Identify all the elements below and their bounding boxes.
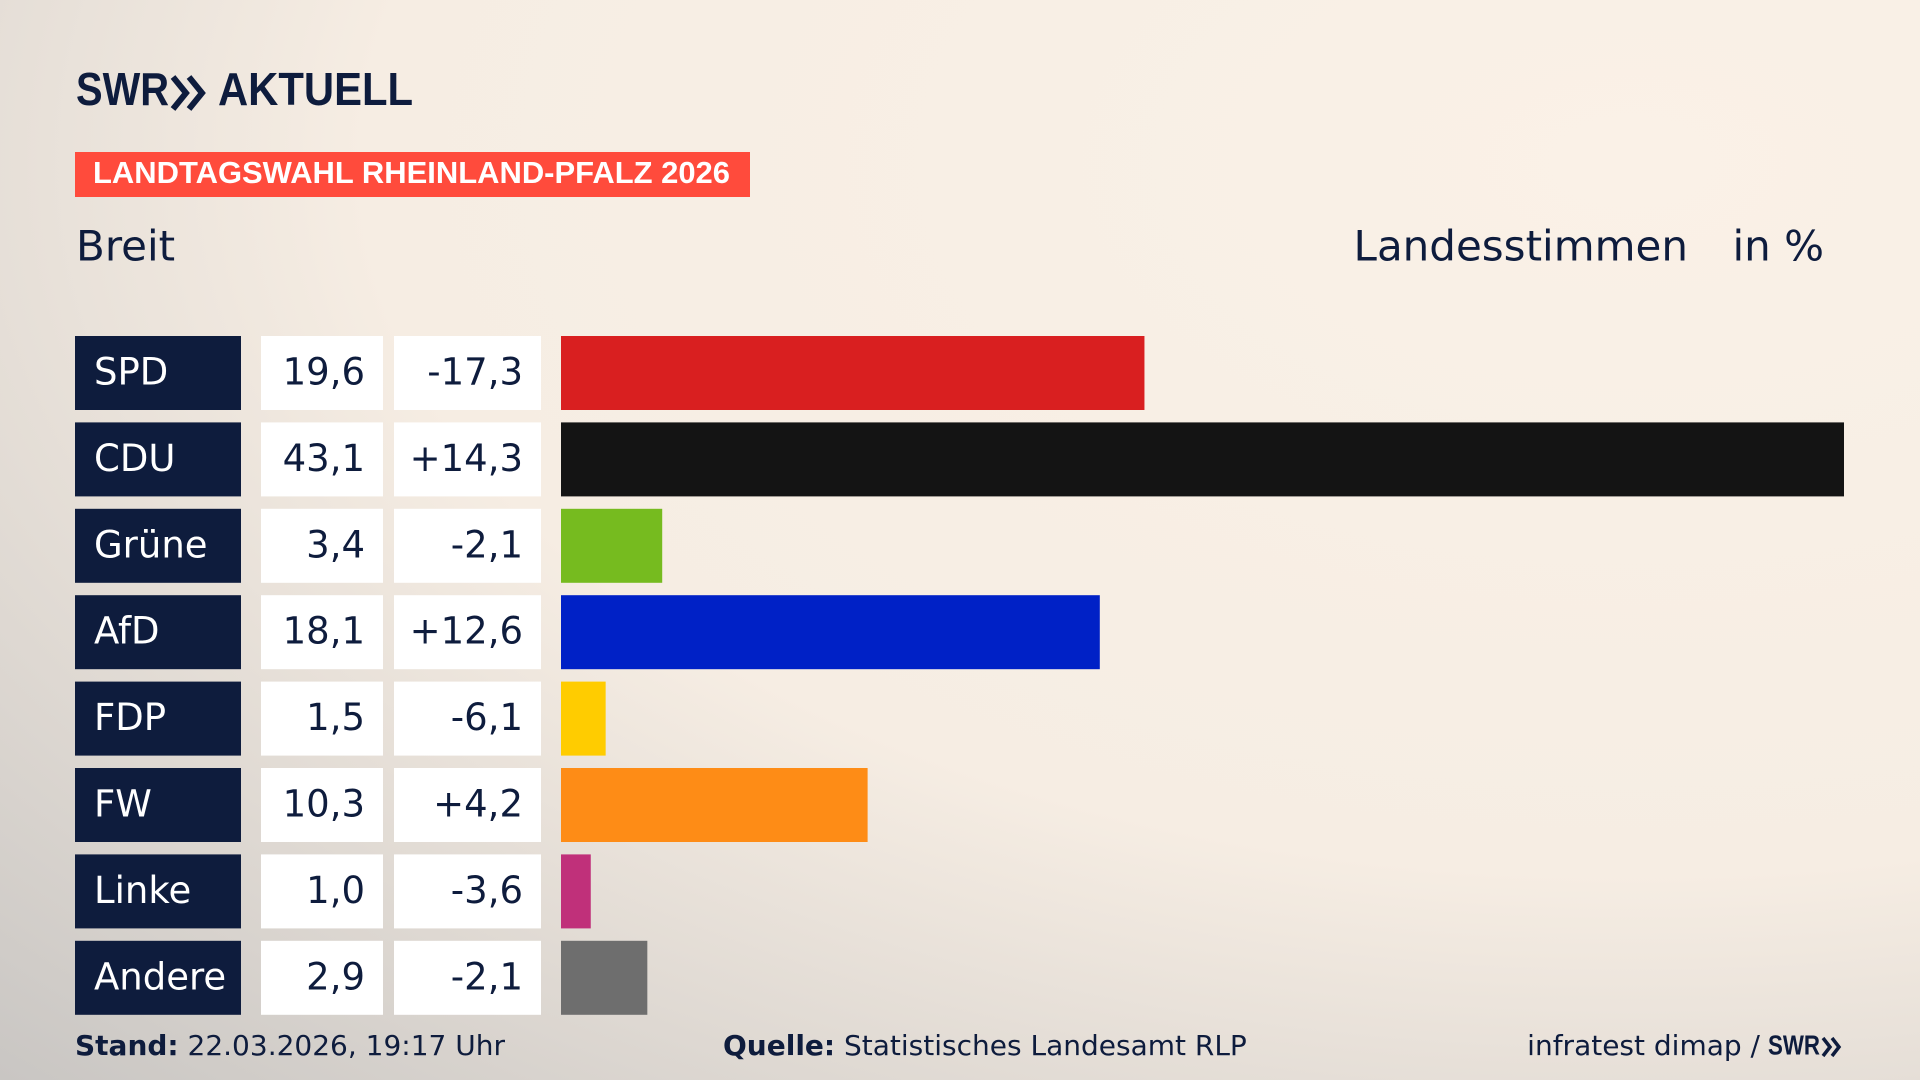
change-cell bbox=[394, 508, 541, 583]
bar bbox=[561, 508, 663, 583]
value-label: 2,9 bbox=[306, 955, 365, 998]
brand-chevrons bbox=[170, 75, 206, 111]
brand-name: AKTUELL bbox=[218, 63, 413, 115]
unit-label: in % bbox=[1732, 222, 1824, 271]
party-label: CDU bbox=[94, 437, 175, 480]
change-label: +14,3 bbox=[410, 437, 523, 480]
bar bbox=[561, 768, 868, 842]
value-label: 3,4 bbox=[306, 523, 365, 566]
brand: SWR bbox=[76, 63, 169, 115]
party-box bbox=[75, 854, 241, 929]
source: Quelle: Statistisches Landesamt RLP bbox=[723, 1029, 1247, 1062]
party-label: FW bbox=[94, 783, 152, 826]
value-label: 10,3 bbox=[283, 783, 365, 826]
change-label: -3,6 bbox=[451, 869, 523, 912]
bar bbox=[561, 854, 591, 929]
change-label: +12,6 bbox=[410, 610, 523, 653]
change-label: -2,1 bbox=[451, 955, 523, 998]
subtitle: Breit bbox=[76, 222, 175, 271]
party-label: FDP bbox=[94, 696, 166, 739]
credit: infratest dimap / bbox=[1527, 1029, 1760, 1062]
value-label: 18,1 bbox=[283, 610, 365, 653]
party-label: Andere bbox=[94, 955, 226, 998]
source-value: Statistisches Landesamt RLP bbox=[844, 1029, 1247, 1062]
change-cell bbox=[394, 336, 541, 410]
value-label: 19,6 bbox=[283, 351, 365, 394]
bar bbox=[561, 336, 1145, 410]
source-label: Quelle: bbox=[723, 1029, 835, 1062]
stand: Stand: 22.03.2026, 19:17 Uhr bbox=[75, 1029, 505, 1062]
value-label: 43,1 bbox=[283, 437, 365, 480]
party-box bbox=[75, 768, 241, 842]
party-box bbox=[75, 595, 241, 670]
stand-label: Stand: bbox=[75, 1029, 179, 1062]
party-box bbox=[75, 336, 241, 410]
change-cell bbox=[394, 422, 541, 497]
party-box bbox=[75, 422, 241, 497]
value-cell bbox=[261, 768, 383, 842]
value-label: 1,0 bbox=[306, 869, 365, 912]
change-label: -2,1 bbox=[451, 523, 523, 566]
party-box bbox=[75, 940, 241, 1015]
change-cell bbox=[394, 854, 541, 929]
value-label: 1,5 bbox=[306, 696, 365, 739]
bar bbox=[561, 681, 606, 756]
party-label: SPD bbox=[94, 351, 168, 394]
metric-label: Landesstimmen bbox=[1354, 222, 1688, 271]
value-cell bbox=[261, 336, 383, 410]
party-label: AfD bbox=[94, 610, 160, 653]
value-cell bbox=[261, 854, 383, 929]
bar bbox=[561, 940, 648, 1015]
change-cell bbox=[394, 681, 541, 756]
party-label: Linke bbox=[94, 869, 191, 912]
credit-chevrons bbox=[1821, 1036, 1842, 1058]
change-cell bbox=[394, 595, 541, 670]
banner-bg bbox=[75, 152, 750, 197]
change-label: +4,2 bbox=[433, 783, 523, 826]
value-cell bbox=[261, 681, 383, 756]
change-cell bbox=[394, 768, 541, 842]
party-box bbox=[75, 508, 241, 583]
banner: LANDTAGSWAHL RHEINLAND-PFALZ 2026 bbox=[93, 155, 730, 190]
party-box bbox=[75, 681, 241, 756]
change-label: -6,1 bbox=[451, 696, 523, 739]
bar bbox=[561, 595, 1100, 670]
value-cell bbox=[261, 940, 383, 1015]
change-label: -17,3 bbox=[427, 351, 523, 394]
credit-brand: SWR bbox=[1768, 1029, 1820, 1060]
value-cell bbox=[261, 508, 383, 583]
change-cell bbox=[394, 940, 541, 1015]
value-cell bbox=[261, 422, 383, 497]
bar bbox=[561, 422, 1844, 497]
value-cell bbox=[261, 595, 383, 670]
stand-value: 22.03.2026, 19:17 Uhr bbox=[188, 1029, 506, 1062]
party-label: Grüne bbox=[94, 523, 208, 566]
